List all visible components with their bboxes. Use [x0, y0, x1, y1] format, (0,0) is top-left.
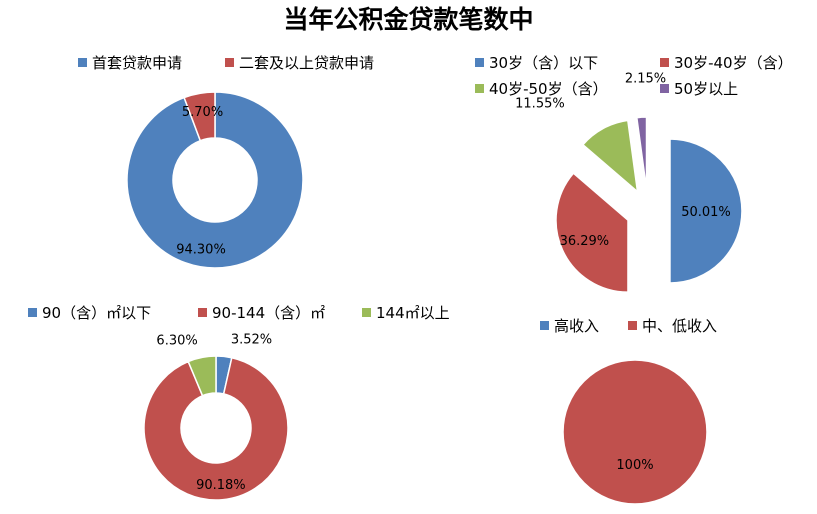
data-label: 5.70% — [182, 105, 223, 120]
chart3-legend-label: 90-144（含）㎡ — [212, 304, 326, 322]
chart4-legend-swatch — [628, 321, 637, 330]
chart2-legend-label: 40岁-50岁（含） — [489, 80, 608, 98]
chart2-legend-swatch — [660, 58, 669, 67]
pie-slice — [555, 172, 629, 293]
chart3-legend-item: 144㎡以上 — [362, 304, 450, 322]
data-label: 94.30% — [176, 243, 226, 258]
data-label: 6.30% — [156, 334, 197, 349]
data-label: 3.52% — [231, 333, 272, 348]
data-label: 2.15% — [625, 71, 666, 86]
pie-slice — [635, 116, 648, 190]
chart2-legend-swatch — [660, 84, 669, 93]
chart2-legend-label: 30岁（含）以下 — [489, 54, 599, 72]
pie-slice — [562, 359, 708, 505]
chart3-legend-item: 90（含）㎡以下 — [28, 304, 151, 322]
chart2-legend-label: 50岁以上 — [674, 80, 739, 98]
chart1-legend-item: 二套及以上贷款申请 — [225, 54, 374, 72]
chart2-legend-item: 40岁-50岁（含） — [475, 80, 608, 98]
chart1-legend-swatch — [78, 58, 87, 67]
chart3-legend-item: 90-144（含）㎡ — [198, 304, 325, 322]
chart4-legend-item: 高收入 — [540, 317, 599, 335]
pie-slice — [143, 356, 289, 501]
page-title: 当年公积金贷款笔数中 — [283, 5, 534, 34]
chart3-legend-swatch — [28, 308, 37, 317]
chart4-legend-item: 中、低收入 — [628, 317, 717, 335]
chart2-legend-swatch — [475, 84, 484, 93]
data-label: 36.29% — [560, 234, 610, 249]
chart2-legend-item: 30岁-40岁（含） — [660, 54, 793, 72]
chart3-legend-swatch — [362, 308, 371, 317]
chart4-legend-label: 中、低收入 — [642, 317, 718, 335]
chart2-legend-swatch — [475, 58, 484, 67]
chart2-legend-item: 50岁以上 — [660, 80, 738, 98]
chart4-legend-swatch — [540, 321, 549, 330]
chart3-legend-label: 90（含）㎡以下 — [42, 304, 152, 322]
data-label: 11.55% — [515, 96, 565, 111]
chart1-legend-item: 首套贷款申请 — [78, 54, 182, 72]
pie-slice — [187, 355, 217, 397]
chart2-legend-item: 30岁（含）以下 — [475, 54, 598, 72]
pie-slice — [126, 91, 304, 269]
pie-slice — [183, 91, 216, 142]
chart1-legend-label: 二套及以上贷款申请 — [239, 54, 375, 72]
data-label: 50.01% — [681, 205, 731, 220]
chart3-legend-swatch — [198, 308, 207, 317]
data-label: 90.18% — [196, 478, 246, 493]
pie-slice — [581, 119, 639, 194]
chart2-legend-label: 30岁-40岁（含） — [674, 54, 793, 72]
chart1-legend-swatch — [225, 58, 234, 67]
chart3-legend-label: 144㎡以上 — [376, 304, 450, 322]
data-label: 100% — [616, 458, 653, 473]
pie-slice — [669, 138, 743, 284]
chart1-legend-label: 首套贷款申请 — [92, 54, 183, 72]
chart4-legend-label: 高收入 — [554, 317, 600, 335]
